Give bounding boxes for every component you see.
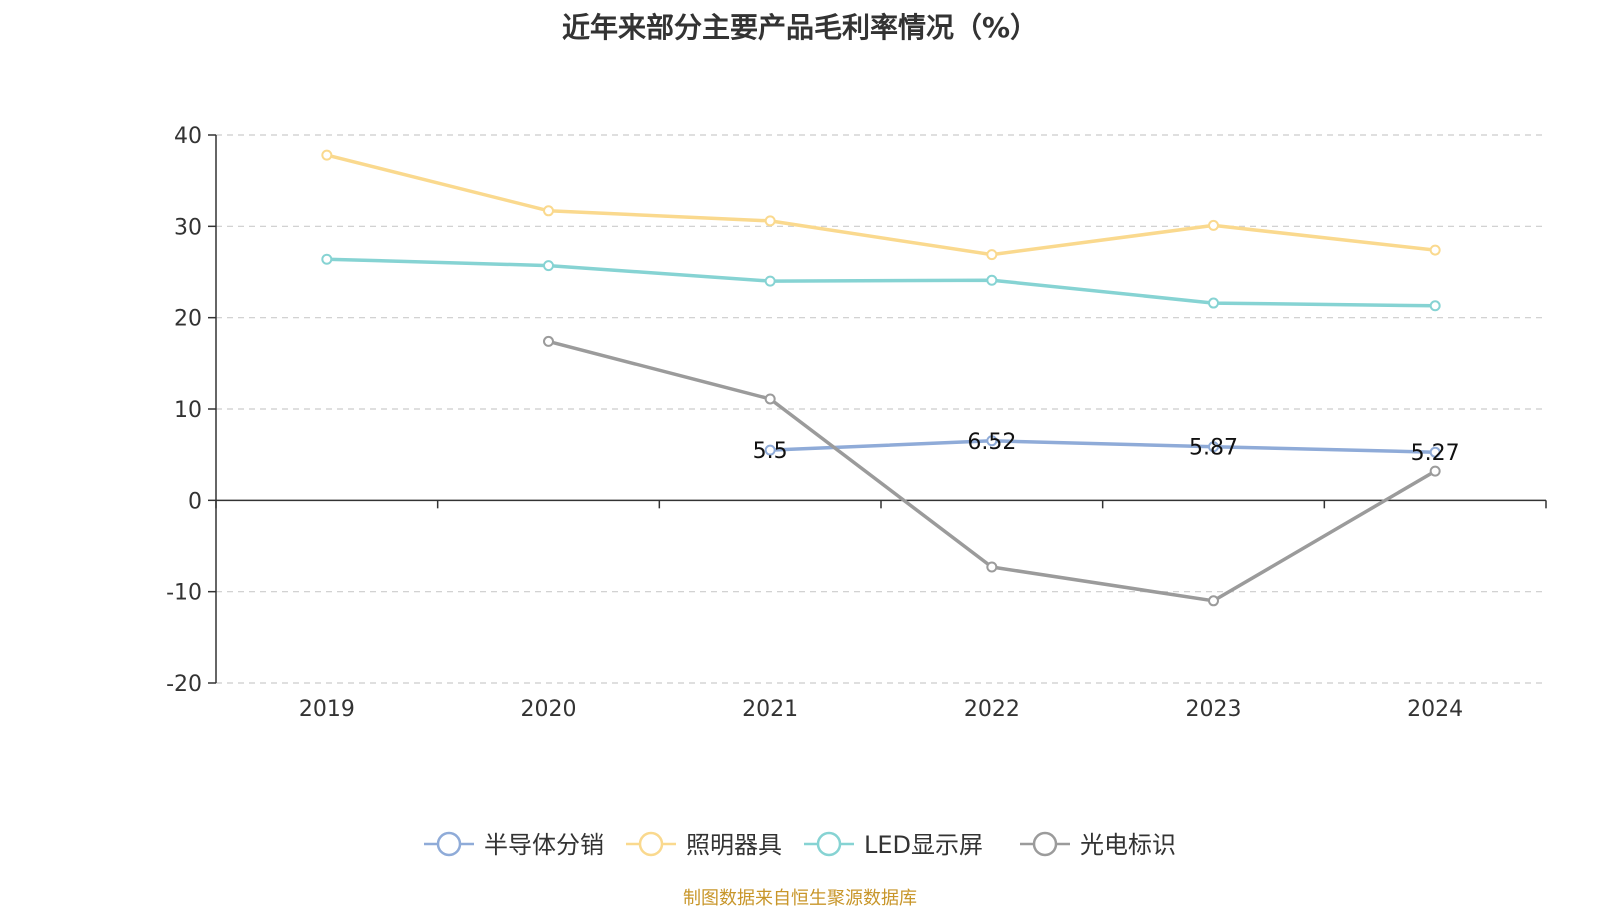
y-tick-label: -20 — [166, 672, 202, 697]
legend-label: LED显示屏 — [864, 831, 983, 859]
legend: 半导体分销 照明器具 LED显示屏 光电标识 — [424, 831, 1176, 859]
data-point — [986, 561, 998, 573]
legend-marker — [436, 831, 462, 857]
x-tick-label: 2020 — [521, 697, 577, 722]
x-tick-label: 2019 — [299, 697, 355, 722]
data-label: 6.52 — [967, 430, 1016, 455]
data-point — [321, 149, 333, 161]
data-point — [1429, 465, 1441, 477]
x-tick-label: 2022 — [964, 697, 1020, 722]
source-note: 制图数据来自恒生聚源数据库 — [683, 888, 917, 909]
data-point — [764, 215, 776, 227]
data-point — [1208, 219, 1219, 231]
data-point — [986, 249, 998, 261]
y-tick-label: 20 — [174, 307, 202, 332]
data-point — [1429, 300, 1441, 312]
legend-label: 半导体分销 — [484, 831, 604, 859]
series-line — [326, 257, 1436, 308]
data-point — [543, 260, 554, 272]
data-point — [543, 205, 554, 217]
data-point — [764, 275, 776, 287]
y-tick-label: -10 — [166, 581, 202, 606]
legend-item: 半导体分销 — [424, 831, 604, 859]
legend-marker — [816, 831, 842, 857]
x-tick-label: 2023 — [1186, 697, 1242, 722]
legend-label: 光电标识 — [1080, 831, 1176, 859]
y-tick-label: 0 — [188, 489, 202, 514]
legend-item: 照明器具 — [626, 831, 782, 859]
y-tick-label: 10 — [174, 398, 202, 423]
legend-item: 光电标识 — [1020, 831, 1176, 859]
data-point — [1208, 595, 1219, 607]
data-point — [764, 444, 776, 456]
data-label: 5.5 — [753, 439, 788, 464]
data-point — [1208, 297, 1219, 309]
x-tick-label: 2021 — [742, 697, 798, 722]
series-line — [326, 153, 1436, 257]
grid-lines — [216, 134, 1546, 684]
x-tick-label: 2024 — [1407, 697, 1463, 722]
data-point — [543, 335, 554, 347]
data-point — [1429, 446, 1441, 458]
data-point — [1429, 244, 1441, 256]
legend-item: LED显示屏 — [804, 831, 983, 859]
data-point — [1208, 441, 1219, 453]
data-point — [321, 253, 333, 265]
legend-label: 照明器具 — [686, 831, 782, 859]
data-labels: 5.5 6.52 5.87 5.27 — [753, 430, 1460, 466]
chart-title: 近年来部分主要产品毛利率情况（%） — [561, 11, 1039, 44]
axes: -20 -10 0 10 20 30 40 2019 2020 2021 2022 2023 2024 — [166, 124, 1547, 722]
y-tick-label: 30 — [174, 215, 202, 240]
data-label: 5.87 — [1189, 436, 1238, 461]
series-lines — [321, 149, 1441, 607]
series-line — [770, 439, 1436, 454]
data-label: 5.27 — [1411, 441, 1460, 466]
data-point — [986, 435, 998, 447]
legend-marker — [638, 831, 664, 857]
y-tick-label: 40 — [174, 124, 202, 149]
legend-marker — [1032, 831, 1058, 857]
data-point — [986, 274, 998, 286]
data-point — [764, 393, 776, 405]
